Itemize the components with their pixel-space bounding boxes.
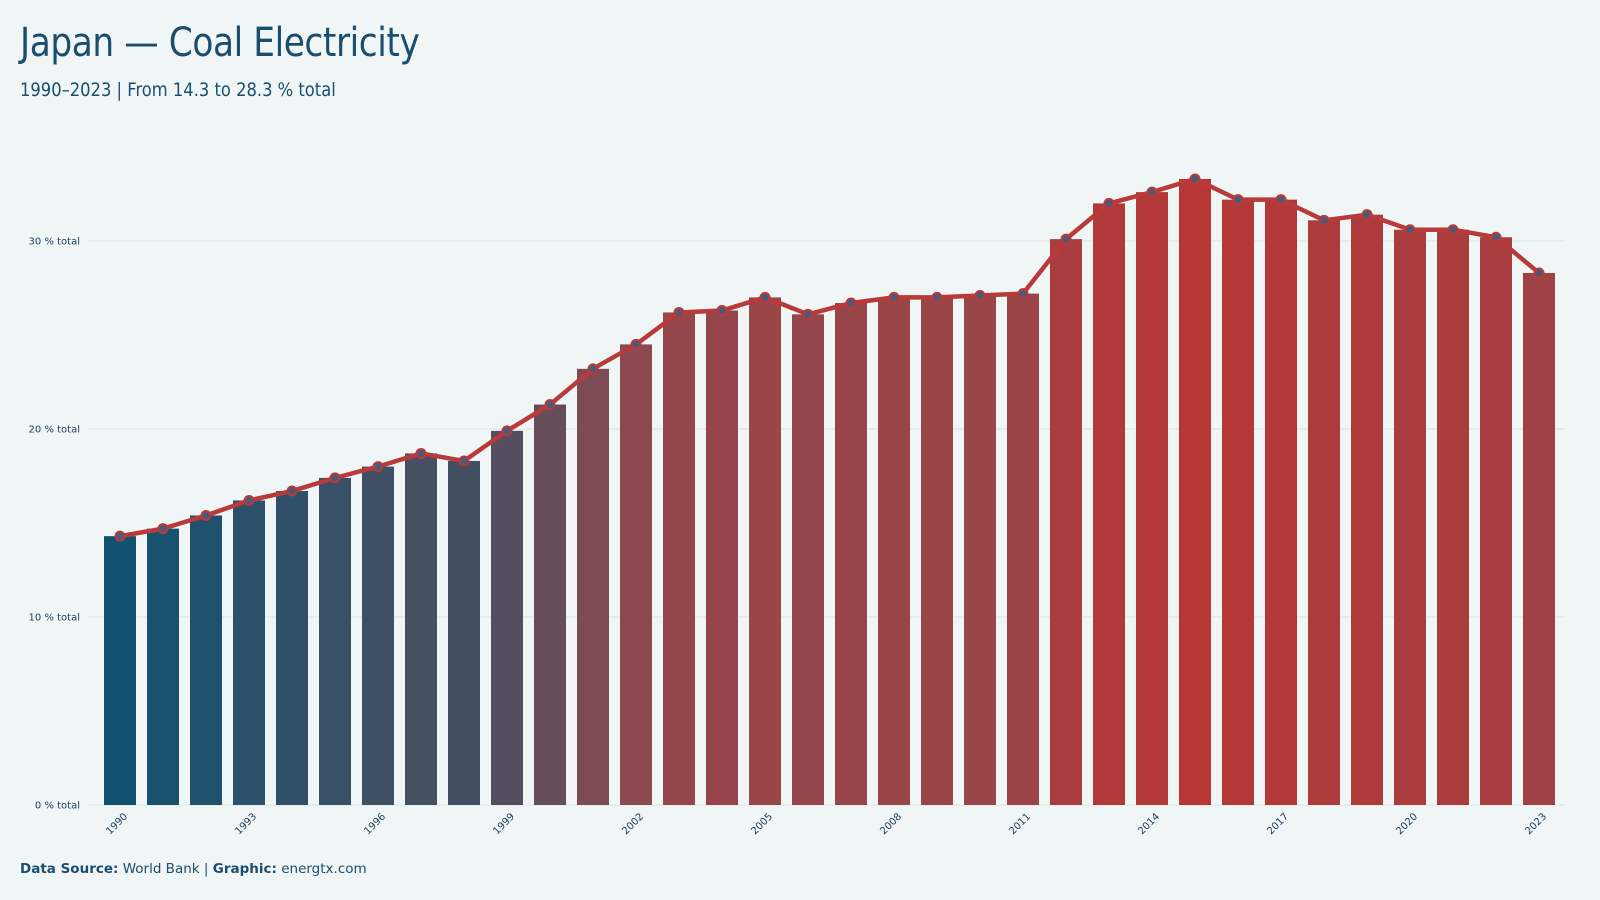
- line-point: [888, 291, 900, 303]
- line-point: [759, 291, 771, 303]
- line-point: [630, 338, 642, 350]
- line-point: [673, 306, 685, 318]
- bar: [1179, 178, 1211, 805]
- y-tick-label: 10 % total: [29, 613, 80, 624]
- line-point: [974, 290, 986, 302]
- chart-subtitle: 1990–2023 | From 14.3 to 28.3 % total: [20, 79, 336, 101]
- line-point: [329, 472, 341, 484]
- source-label: Data Source:: [20, 861, 119, 877]
- line-point: [157, 523, 169, 535]
- bar: [1308, 220, 1340, 805]
- line-point: [716, 305, 728, 317]
- graphic-label: Graphic:: [212, 861, 277, 877]
- bar: [1265, 199, 1297, 805]
- graphic-value: energtx.com: [281, 861, 367, 877]
- bar-layer: [104, 178, 1555, 806]
- y-axis-tick-labels: 0 % total 10 % total 20 % total 30 % total: [29, 237, 80, 812]
- bar: [663, 312, 695, 805]
- bar: [362, 466, 394, 805]
- bar: [1050, 239, 1082, 805]
- bar: [534, 404, 566, 805]
- x-tick-label: 2011: [1007, 811, 1033, 837]
- bar: [620, 344, 652, 805]
- x-tick-label: 2020: [1394, 811, 1420, 837]
- line-point: [931, 291, 943, 303]
- y-tick-label: 0 % total: [35, 801, 80, 812]
- line-point: [372, 461, 384, 473]
- bar: [921, 297, 953, 805]
- bar: [1437, 229, 1469, 806]
- y-tick-label: 30 % total: [29, 237, 80, 248]
- bar: [319, 477, 351, 805]
- bar: [1394, 229, 1426, 806]
- bar: [405, 453, 437, 805]
- line-point: [1017, 288, 1029, 300]
- line-point: [1275, 194, 1287, 206]
- x-tick-label: 1990: [104, 811, 130, 837]
- y-tick-label: 20 % total: [29, 425, 80, 436]
- bar: [878, 297, 910, 805]
- line-point: [1361, 209, 1373, 221]
- line-point: [1189, 173, 1201, 185]
- x-tick-label: 1999: [491, 811, 517, 837]
- chart-caption: Data Source: World Bank | Graphic: energ…: [20, 861, 367, 877]
- x-axis-tick-labels: 1990 1993 1996 1999 2002 2005 2008 2011 2014 2017…: [104, 811, 1549, 837]
- line-point: [845, 297, 857, 309]
- bar: [577, 368, 609, 805]
- line-point: [1490, 231, 1502, 243]
- bar: [1093, 203, 1125, 805]
- x-tick-label: 1996: [362, 811, 388, 837]
- x-tick-label: 2023: [1523, 811, 1549, 837]
- bar: [190, 515, 222, 805]
- x-tick-label: 2017: [1265, 811, 1291, 837]
- bar: [706, 310, 738, 805]
- x-tick-label: 2014: [1136, 811, 1162, 837]
- line-point: [1232, 194, 1244, 206]
- bar: [835, 303, 867, 805]
- bar: [1351, 214, 1383, 805]
- line-point: [200, 509, 212, 521]
- bar: [233, 500, 265, 805]
- line-layer: [114, 173, 1545, 542]
- line-point: [1060, 233, 1072, 245]
- bar: [792, 314, 824, 805]
- bar: [749, 297, 781, 805]
- line-point: [1447, 224, 1459, 236]
- bar: [1136, 192, 1168, 805]
- grid-layer: [88, 240, 1565, 806]
- line-point: [243, 494, 255, 506]
- line-point: [458, 455, 470, 467]
- bar: [1222, 199, 1254, 805]
- line-point: [1404, 224, 1416, 236]
- bar: [491, 430, 523, 805]
- bar: [1523, 272, 1555, 806]
- x-tick-label: 2008: [878, 811, 904, 837]
- line-point: [1146, 186, 1158, 198]
- bar: [104, 536, 136, 805]
- line-point: [1318, 214, 1330, 226]
- bar: [964, 295, 996, 805]
- caption-separator: |: [203, 861, 209, 877]
- line-point: [587, 363, 599, 375]
- x-tick-label: 1993: [233, 811, 259, 837]
- line-point: [1103, 197, 1115, 209]
- line-point: [286, 485, 298, 497]
- bar: [448, 460, 480, 805]
- x-tick-label: 2005: [749, 811, 775, 837]
- bar: [1007, 293, 1039, 805]
- series-line: [117, 176, 1542, 539]
- line-point: [415, 447, 427, 459]
- source-value: World Bank: [122, 861, 200, 877]
- x-tick-label: 2002: [620, 811, 646, 837]
- line-point: [1533, 267, 1545, 279]
- line-point: [544, 399, 556, 411]
- chart-title: Japan — Coal Electricity: [20, 20, 420, 66]
- line-point: [114, 530, 126, 542]
- bar: [1480, 237, 1512, 806]
- bar: [147, 528, 179, 805]
- line-point: [802, 308, 814, 320]
- line-point: [501, 425, 513, 437]
- bar: [276, 491, 308, 805]
